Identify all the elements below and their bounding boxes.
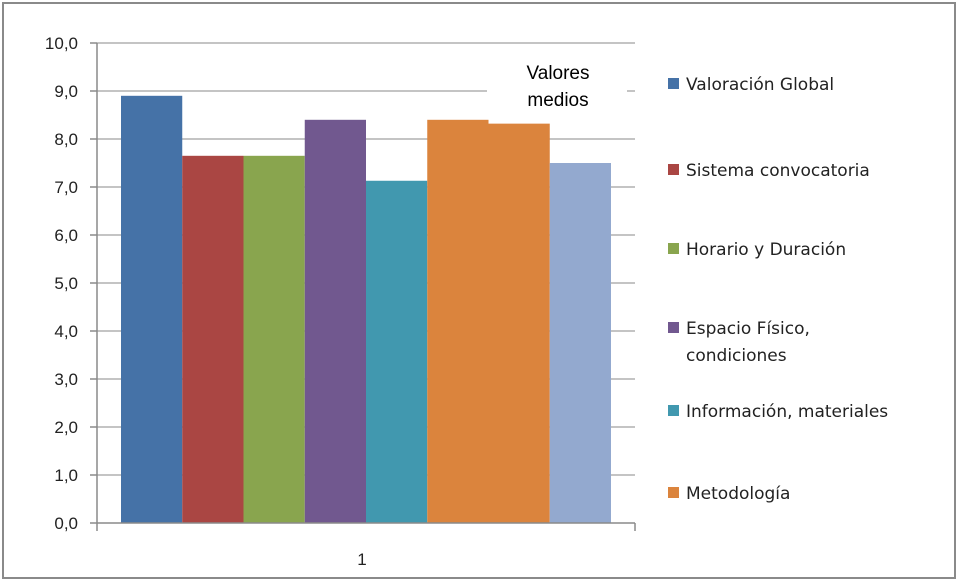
legend-label: Metodología bbox=[686, 484, 790, 504]
annotation-line-1: Valores bbox=[526, 63, 589, 84]
annotation-background bbox=[487, 58, 627, 118]
bar bbox=[182, 155, 244, 524]
y-tick-label: 7,0 bbox=[54, 178, 78, 197]
legend-swatch bbox=[668, 243, 679, 254]
legend-label: Información, materiales bbox=[686, 402, 888, 422]
legend-swatch bbox=[668, 78, 679, 89]
y-tick-label: 4,0 bbox=[54, 322, 78, 341]
bar bbox=[427, 119, 489, 524]
y-tick-label: 1,0 bbox=[54, 466, 78, 485]
y-tick-label: 0,0 bbox=[54, 514, 78, 533]
legend-swatch bbox=[668, 322, 679, 333]
x-tick-label: 1 bbox=[357, 550, 366, 569]
y-tick-label: 6,0 bbox=[54, 226, 78, 245]
legend-swatch bbox=[668, 164, 679, 175]
annotation: Valores medios bbox=[487, 58, 627, 118]
legend-swatch bbox=[668, 405, 679, 416]
bar bbox=[488, 123, 550, 523]
bar bbox=[243, 155, 305, 524]
legend-label: Valoración Global bbox=[686, 75, 834, 95]
y-axis-labels: 0,0 1,0 2,0 3,0 4,0 5,0 6,0 7,0 8,0 9,0 10,0 bbox=[45, 34, 78, 533]
legend-label: condiciones bbox=[686, 346, 787, 366]
annotation-line-2: medios bbox=[527, 90, 588, 111]
legend: Valoración Global Sistema convocatoria Hor… bbox=[668, 75, 888, 504]
axes bbox=[96, 43, 636, 531]
y-tick-label: 10,0 bbox=[45, 34, 78, 53]
legend-label: Horario y Duración bbox=[686, 240, 846, 260]
legend-swatch bbox=[668, 487, 679, 498]
bar bbox=[121, 95, 183, 524]
x-axis-labels: 1 bbox=[357, 550, 366, 569]
bar bbox=[304, 119, 366, 524]
bars bbox=[121, 95, 611, 524]
y-tick-label: 9,0 bbox=[54, 82, 78, 101]
y-tick-label: 5,0 bbox=[54, 274, 78, 293]
y-tick-label: 3,0 bbox=[54, 370, 78, 389]
legend-label: Espacio Físico, bbox=[686, 319, 810, 339]
y-tick-label: 8,0 bbox=[54, 130, 78, 149]
legend-label: Sistema convocatoria bbox=[686, 161, 870, 181]
y-tick-label: 2,0 bbox=[54, 418, 78, 437]
bar bbox=[549, 163, 611, 523]
bar bbox=[366, 180, 428, 523]
